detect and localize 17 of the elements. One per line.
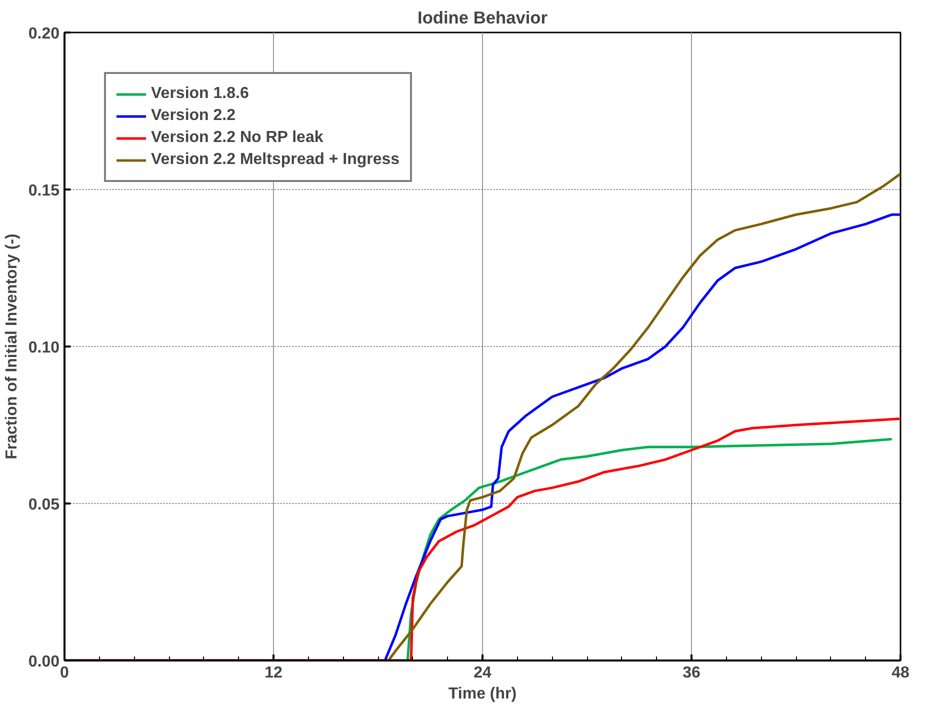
y-tick-label: 0.00 — [28, 654, 60, 670]
x-tick-label: 0 — [60, 664, 70, 682]
x-tick-label: 24 — [474, 664, 492, 682]
x-tick-label: 12 — [264, 664, 282, 682]
x-axis-title: Time (hr) — [448, 686, 517, 702]
y-tick-label: 0.20 — [28, 26, 60, 42]
y-tick-label: 0.15 — [28, 182, 60, 200]
x-tick-label: 36 — [682, 664, 700, 682]
legend-label: Version 2.2 Meltspread + Ingress — [151, 150, 400, 170]
x-tick-label: 48 — [892, 664, 910, 682]
legend-label: Version 2.2 No RP leak — [151, 128, 324, 148]
y-tick-label: 0.05 — [28, 496, 60, 514]
legend-label: Version 2.2 — [151, 106, 236, 126]
chart-title: Iodine Behavior — [418, 8, 548, 28]
y-axis-title: Fraction of Initial Inventory (-) — [3, 234, 20, 460]
y-tick-label: 0.10 — [28, 340, 60, 356]
legend-label: Version 1.8.6 — [151, 84, 249, 104]
